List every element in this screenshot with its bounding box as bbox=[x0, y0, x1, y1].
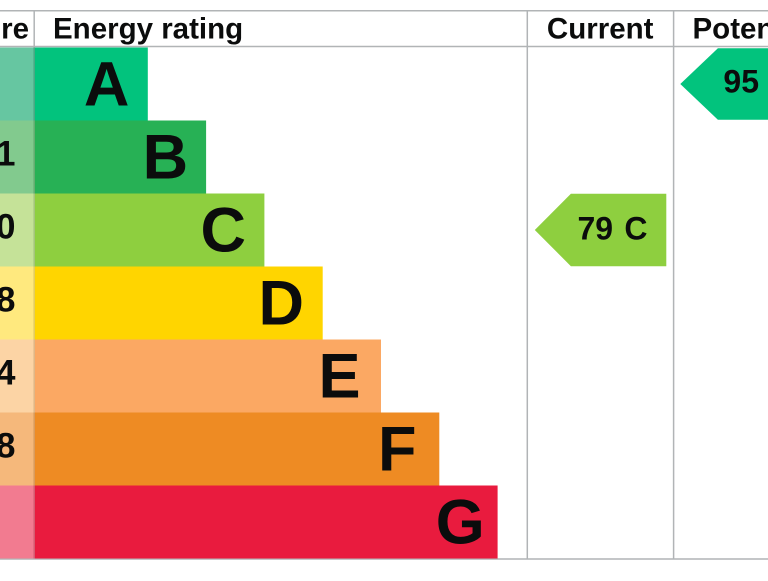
svg-text:79: 79 bbox=[578, 211, 614, 247]
svg-text:39-54: 39-54 bbox=[0, 354, 16, 393]
svg-text:F: F bbox=[378, 414, 416, 484]
svg-text:21-38: 21-38 bbox=[0, 427, 16, 466]
svg-text:55-68: 55-68 bbox=[0, 281, 16, 320]
svg-text:69-80: 69-80 bbox=[0, 208, 16, 247]
svg-text:C: C bbox=[200, 195, 246, 265]
svg-text:C: C bbox=[624, 211, 647, 247]
svg-text:B: B bbox=[143, 122, 189, 192]
svg-text:Score: Score bbox=[0, 13, 29, 46]
svg-text:Current: Current bbox=[547, 13, 654, 46]
svg-text:Energy rating: Energy rating bbox=[53, 13, 243, 46]
svg-text:D: D bbox=[258, 268, 304, 338]
svg-text:A: A bbox=[84, 49, 130, 119]
svg-text:81-91: 81-91 bbox=[0, 135, 16, 174]
svg-text:G: G bbox=[436, 487, 485, 557]
svg-text:Potential: Potential bbox=[693, 13, 768, 46]
svg-text:E: E bbox=[318, 341, 360, 411]
svg-text:95: 95 bbox=[723, 64, 759, 100]
